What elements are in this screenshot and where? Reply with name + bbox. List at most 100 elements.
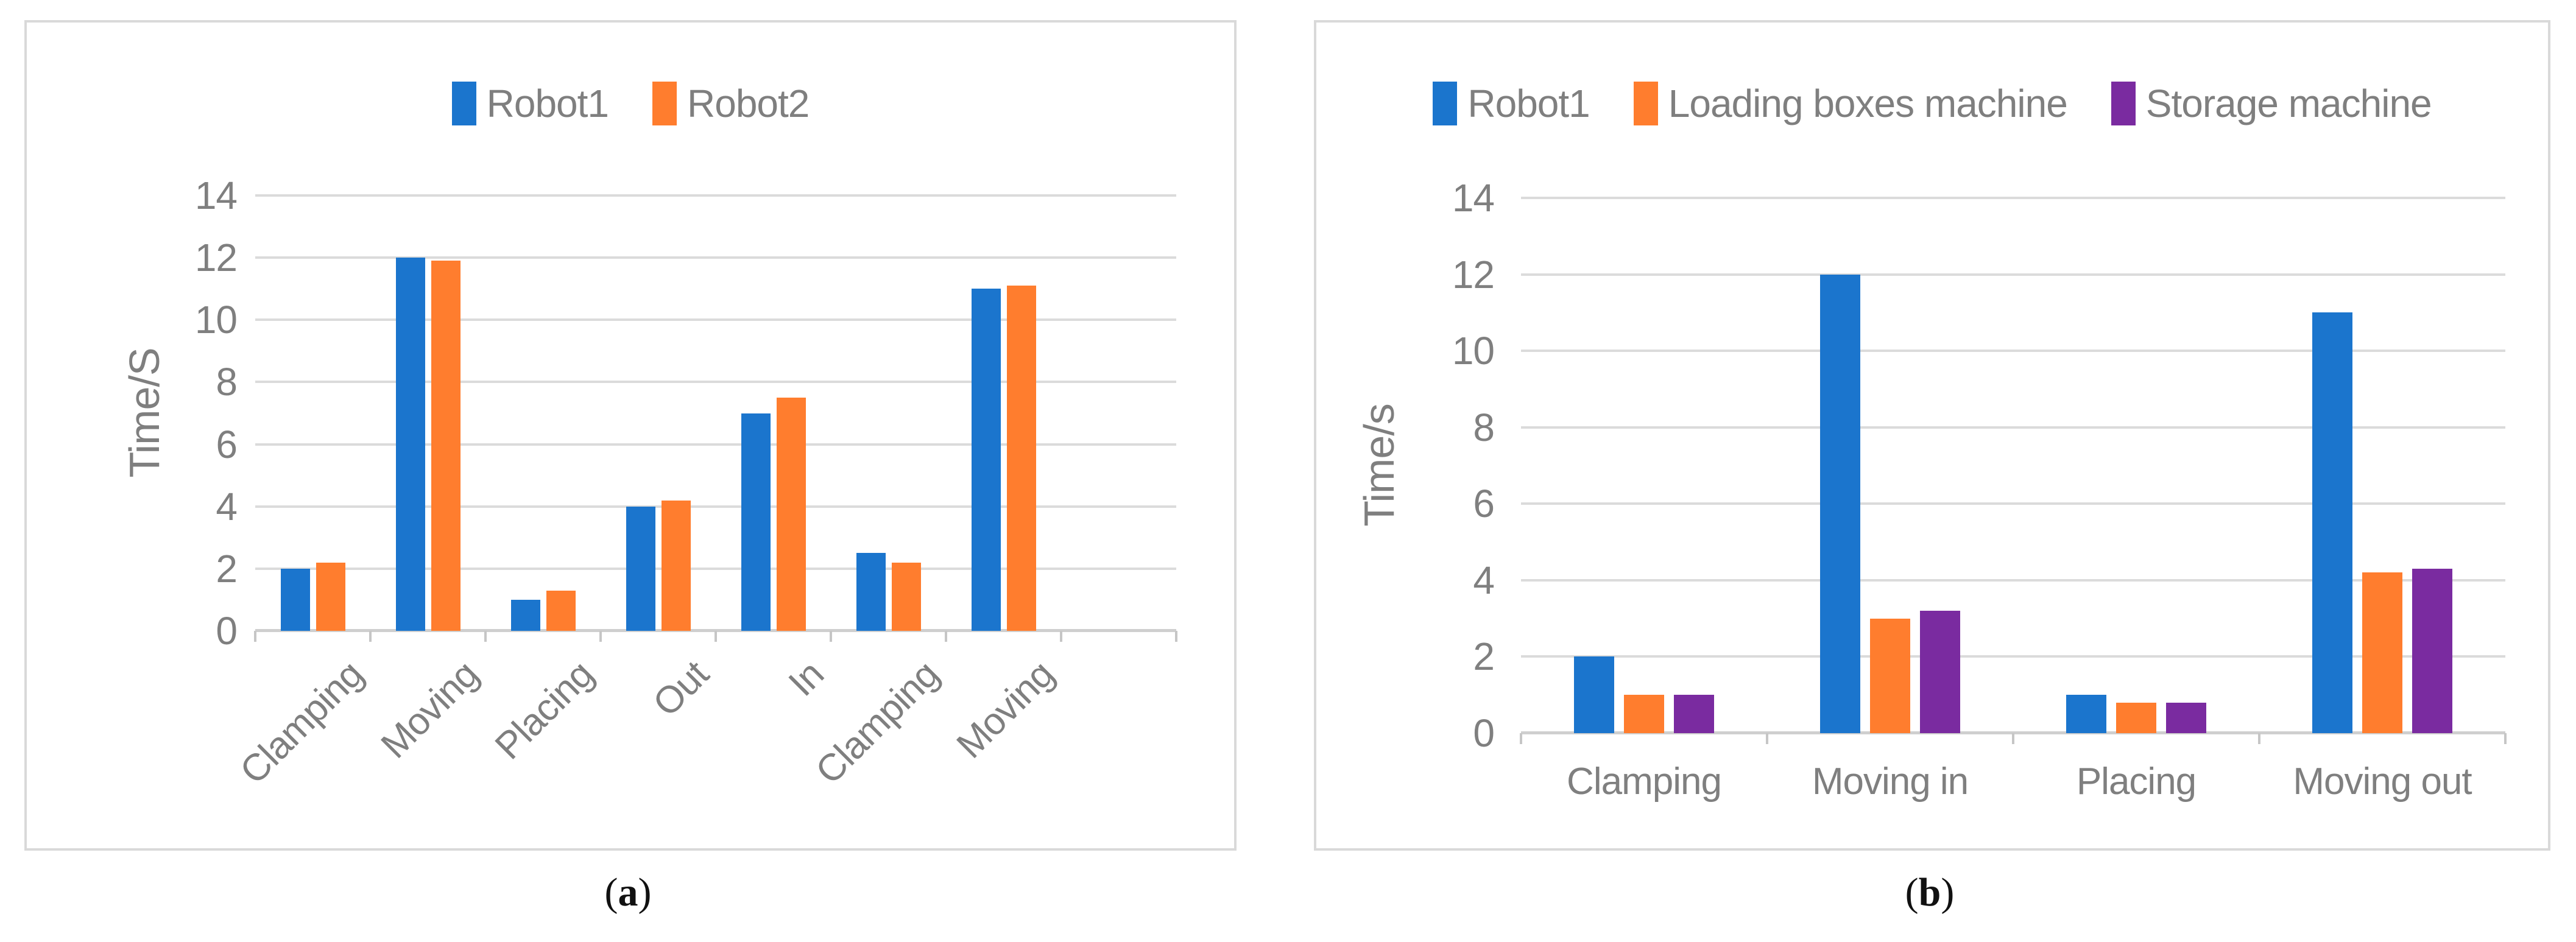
x-category-label-placing: Placing [2076, 761, 2197, 803]
y-tick-label-10: 10 [194, 298, 238, 342]
x-axis-tick [1060, 631, 1062, 642]
gridline-y10 [1521, 350, 2505, 353]
y-tick-label-6: 6 [1473, 482, 1495, 526]
bar-robot2-out [661, 500, 691, 631]
legend-b: Robot1 Loading boxes machine Storage machi… [1316, 81, 2548, 126]
y-tick-label-0: 0 [1473, 711, 1495, 755]
bar-storage-machine-clamping [1674, 695, 1714, 733]
bar-robot1-clamping [280, 568, 310, 631]
legend-item-robot1: Robot1 [451, 81, 609, 126]
bar-loading-boxes-machine-moving-out [2362, 572, 2402, 733]
y-tick-label-8: 8 [1473, 405, 1495, 449]
bar-loading-boxes-machine-placing [2116, 702, 2156, 733]
gridline-y12 [1521, 273, 2505, 276]
x-category-label-clamping: Clamping [1567, 761, 1722, 803]
x-axis-tick [2258, 733, 2260, 744]
bar-loading-boxes-machine-clamping [1624, 695, 1664, 733]
plot-area-a: 0 2 4 6 8 10 12 14 Clamping Moving Placing Out In Cla… [195, 174, 1177, 792]
bar-robot1-out [626, 506, 655, 631]
x-axis-tick [2012, 733, 2014, 744]
gridline-y6 [1521, 502, 2505, 505]
y-tick-label-6: 6 [216, 422, 238, 466]
legend-swatch-icon [2111, 82, 2136, 125]
x-axis-tick [715, 631, 717, 642]
y-tick-label-14: 14 [1452, 176, 1495, 220]
y-tick-label-4: 4 [1473, 558, 1495, 602]
x-axis-tick [830, 631, 832, 642]
chart-panel-b: Robot1 Loading boxes machine Storage machi… [1314, 20, 2550, 851]
x-axis-tick [599, 631, 602, 642]
caption-a-open: ( [604, 870, 618, 915]
bar-robot1-clamping [856, 553, 886, 631]
legend-label: Loading boxes machine [1668, 82, 2068, 125]
x-axis-tick [1520, 733, 1522, 744]
y-tick-label-12: 12 [194, 236, 238, 280]
legend-label: Robot1 [1467, 82, 1590, 125]
legend-swatch-icon [1633, 82, 1658, 125]
bar-robot2-moving [1006, 286, 1036, 631]
bar-robot1-placing [2066, 695, 2106, 733]
gridline-y12 [255, 256, 1176, 259]
y-tick-label-10: 10 [1452, 329, 1495, 373]
caption-b: (b) [1314, 870, 2546, 916]
gridline-y4 [1521, 578, 2505, 582]
gridline-y10 [255, 318, 1176, 322]
caption-b-close: ) [1941, 870, 1955, 915]
x-axis-tick [2504, 733, 2507, 744]
legend-swatch-icon [1433, 82, 1458, 125]
bar-robot2-clamping [316, 562, 345, 631]
bar-robot1-moving [395, 258, 425, 631]
caption-a: (a) [24, 870, 1232, 916]
bar-robot1-in [741, 413, 771, 631]
gridline-y14 [255, 194, 1176, 197]
gridline-y14 [1521, 197, 2505, 199]
y-tick-label-2: 2 [216, 546, 238, 591]
x-axis-tick [254, 631, 256, 642]
bar-robot2-placing [546, 590, 576, 631]
x-axis-line [255, 629, 1176, 632]
bar-robot1-placing [510, 599, 540, 631]
gridline-y6 [255, 443, 1176, 446]
bar-storage-machine-moving-out [2412, 569, 2452, 733]
legend-label: Robot1 [486, 82, 609, 125]
legend-a: Robot1 Robot2 [27, 81, 1234, 126]
y-tick-label-12: 12 [1452, 252, 1495, 297]
x-axis-tick [369, 631, 372, 642]
bar-robot1-moving-out [2312, 312, 2352, 733]
caption-b-letter: b [1918, 870, 1941, 915]
gridline-y8 [255, 381, 1176, 384]
caption-a-letter: a [618, 870, 638, 915]
y-tick-label-2: 2 [1473, 634, 1495, 679]
bar-robot1-moving-in [1820, 274, 1860, 733]
legend-item-loading-boxes-machine: Loading boxes machine [1633, 81, 2068, 126]
legend-label: Robot2 [687, 82, 810, 125]
bar-loading-boxes-machine-moving-in [1870, 618, 1910, 733]
legend-swatch-icon [451, 82, 476, 125]
gridline-y4 [255, 505, 1176, 508]
caption-b-open: ( [1905, 870, 1919, 915]
y-tick-label-8: 8 [216, 360, 238, 404]
legend-swatch-icon [652, 82, 677, 125]
bar-storage-machine-placing [2166, 702, 2206, 733]
x-category-label-moving-out: Moving out [2293, 761, 2472, 803]
gridline-y8 [1521, 426, 2505, 429]
chart-panel-a: Robot1 Robot2 Time/S 0 2 4 6 8 10 12 14 Clamping M… [24, 20, 1237, 851]
bar-robot2-moving [431, 261, 461, 631]
legend-item-robot1: Robot1 [1433, 81, 1590, 126]
bar-robot2-clamping [891, 562, 921, 631]
legend-item-robot2: Robot2 [652, 81, 810, 126]
y-tick-label-0: 0 [216, 609, 238, 653]
bar-storage-machine-moving-in [1920, 611, 1960, 733]
y-axis-title-a: Time/S [121, 348, 168, 478]
caption-a-close: ) [638, 870, 652, 915]
x-axis-tick [1766, 733, 1768, 744]
bar-robot1-moving [971, 289, 1001, 631]
x-axis-tick [945, 631, 947, 642]
plot-area-b: 0 2 4 6 8 10 12 14 Clamping Moving in Placing Movin… [1452, 176, 2507, 803]
x-axis-tick [484, 631, 487, 642]
y-tick-label-4: 4 [216, 484, 238, 529]
bar-robot2-in [776, 397, 806, 631]
y-tick-label-14: 14 [194, 174, 238, 217]
x-axis-line [1521, 731, 2505, 734]
